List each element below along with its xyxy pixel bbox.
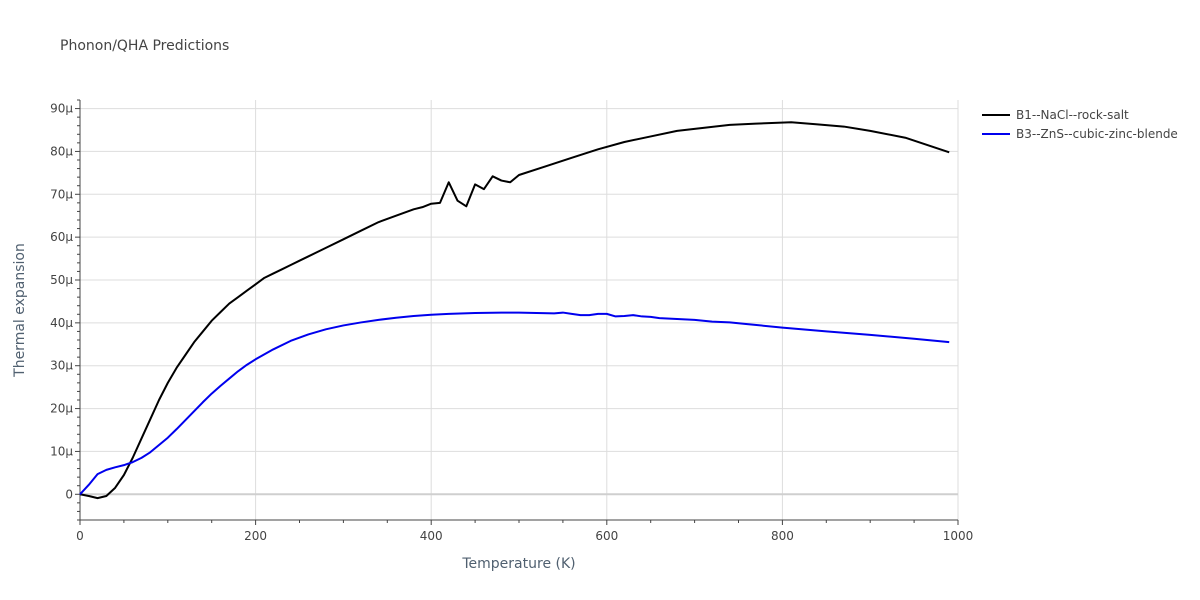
x-tick-label: 800 [771,529,794,543]
grid-lines [80,100,959,520]
y-tick-label: 60μ [50,230,73,244]
series-lines [79,121,950,500]
x-tick-label: 600 [595,529,618,543]
series-line-1 [79,121,950,500]
legend-label-2: B3--ZnS--cubic-zinc-blende [1016,127,1178,141]
series-line-2 [79,311,950,495]
y-axis-title: Thermal expansion [12,243,28,378]
x-axis-title: Temperature (K) [461,556,575,572]
chart-title: Phonon/QHA Predictions [60,38,229,54]
x-tick-label: 1000 [943,529,974,543]
y-tick-label: 10μ [50,444,73,458]
y-tick-label: 50μ [50,273,73,287]
x-tick-label: 400 [420,529,443,543]
axes: 0 200 400 600 800 1000 0 10μ 20μ 30μ 40μ 50μ 60μ 70μ 8… [50,99,974,543]
y-tick-label: 70μ [50,187,73,201]
legend-label-1: B1--NaCl--rock-salt [1016,108,1129,122]
y-tick-label: 80μ [50,144,73,158]
y-tick-label: 0 [65,487,73,501]
y-tick-label: 40μ [50,316,73,330]
y-tick-label: 20μ [50,402,73,416]
y-tick-label: 30μ [50,359,73,373]
x-tick-label: 0 [76,529,84,543]
legend: B1--NaCl--rock-salt B3--ZnS--cubic-zinc-b… [982,108,1178,141]
y-tick-label: 90μ [50,102,73,116]
x-tick-label: 200 [244,529,267,543]
